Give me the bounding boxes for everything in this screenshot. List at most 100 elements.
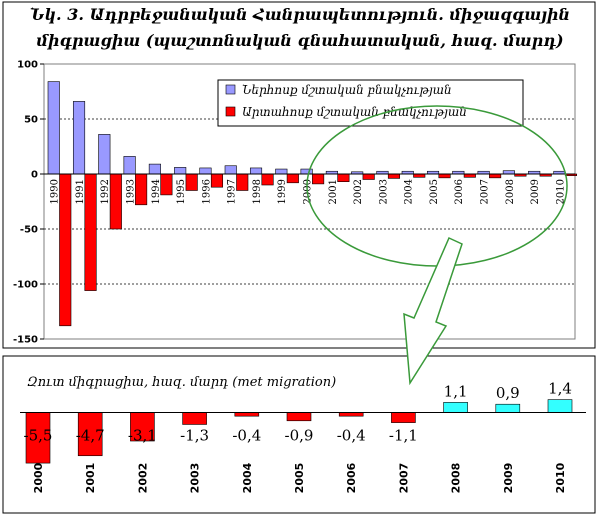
bar-outflow-1991 [84, 173, 97, 291]
x-tick-label: 1997 [227, 179, 238, 204]
x-tick-label: 2004 [404, 179, 415, 204]
y-tick-label: -100 [13, 280, 38, 291]
bar-outflow-1996 [210, 173, 224, 188]
x-tick-label: 2002 [353, 179, 364, 204]
x-axis-ticks: 1990 1991 1992 1993 1994 1995 1996 1997 1998 1999… [50, 179, 567, 204]
net-data-label: -0,4 [232, 427, 261, 445]
bar-inflow-1997 [224, 165, 237, 175]
bar-inflow-1999 [275, 168, 288, 175]
x-tick-label: 2001 [328, 179, 339, 204]
net-bar-2008 [443, 402, 468, 413]
bar-inflow-1996 [199, 167, 212, 175]
bar-outflow-2007 [489, 173, 502, 179]
net-migration-data-labels: -5,5 -4,7 -3,1 -1,3 -0,4 -0,9 -0,4 -1,1 1,1 0,9 1,… [24, 380, 572, 445]
bar-outflow-1999 [286, 173, 299, 184]
net-data-label: -1,1 [389, 427, 418, 445]
x-tick-label: 2010 [555, 179, 566, 204]
chart-title: Նկ. 3. Ադրբեջանական Հանրապետություն. միջ… [0, 2, 600, 54]
y-tick-label: 50 [24, 115, 38, 126]
bar-outflow-1995 [185, 173, 198, 191]
net-data-label: 0,9 [496, 384, 520, 402]
y-axis-ticks: 100 50 0 -50 -100 -150 [13, 60, 44, 346]
legend-label-inflow: Ներհոսք մշտական բնակչության [242, 83, 452, 97]
y-tick-label: -150 [13, 335, 38, 346]
x-tick-label: 1995 [176, 179, 187, 204]
net-bar-2001 [77, 412, 103, 457]
net-data-label: 1,4 [548, 380, 572, 398]
net-bar-2009 [495, 403, 521, 413]
net-bar-2002 [130, 412, 155, 442]
net-data-label: -1,3 [180, 427, 209, 445]
net-data-label: -5,5 [24, 427, 53, 445]
x-tick-label: 1992 [100, 179, 111, 204]
net-year-label: 2009 [502, 463, 515, 494]
net-data-label: -3,1 [128, 427, 157, 445]
x-tick-label: 1991 [75, 179, 86, 204]
bar-inflow-1993 [123, 156, 136, 175]
bar-outflow-2002 [362, 173, 375, 180]
y-tick-label: 100 [17, 60, 38, 71]
x-tick-label: 1993 [126, 179, 137, 204]
net-bar-2006 [338, 412, 364, 417]
net-year-label: 2002 [136, 463, 149, 494]
net-year-label: 2005 [293, 463, 306, 494]
legend-swatch-inflow [225, 84, 236, 95]
legend-box [217, 79, 524, 127]
top-chart-frame [2, 1, 596, 349]
net-year-label: 2003 [189, 463, 202, 494]
bar-inflow-1992 [98, 134, 111, 175]
x-tick-label: 1996 [201, 179, 212, 204]
net-migration-title: Զուտ միգրացիա, հազ. մարդ (met migration) [27, 375, 336, 390]
net-bar-2007 [391, 412, 416, 423]
x-tick-label: 1990 [50, 179, 61, 204]
net-data-label: -0,4 [337, 427, 366, 445]
net-data-label: -4,7 [76, 427, 105, 445]
bar-inflow-1995 [174, 167, 187, 175]
bar-outflow-1994 [160, 173, 173, 196]
net-bar-2005 [286, 412, 312, 422]
net-bar-2003 [182, 412, 207, 425]
x-tick-label: 1998 [252, 179, 263, 204]
y-tick-label: -50 [20, 225, 38, 236]
net-year-label: 2008 [450, 463, 463, 494]
x-tick-label: 1999 [277, 179, 288, 204]
net-bar-2010 [547, 399, 573, 413]
chart-title-line1: Նկ. 3. Ադրբեջանական Հանրապետություն. միջ… [29, 5, 571, 24]
bar-inflow-1998 [249, 167, 263, 175]
bar-outflow-2001 [337, 173, 350, 182]
net-data-label: 1,1 [444, 382, 468, 400]
x-tick-label: 2007 [480, 179, 491, 204]
x-tick-label: 2009 [530, 179, 541, 204]
net-bar-2000 [25, 412, 51, 464]
net-year-label: 2010 [554, 462, 567, 493]
net-migration-year-labels: 2000 2001 2002 2003 2004 2005 2006 2007 2008 2009… [32, 462, 567, 493]
x-tick-label: 2005 [429, 179, 440, 204]
bar-outflow-2005 [438, 173, 451, 179]
x-tick-label: 2006 [454, 179, 465, 204]
legend-label-outflow: Արտահոսք մշտական բնակչության [242, 105, 467, 119]
legend-swatch-outflow [225, 106, 236, 117]
net-bar-2004 [234, 412, 260, 417]
chart-title-line2: միգրացիա (պաշտոնական գնահատական, հազ. մա… [36, 31, 564, 50]
net-year-label: 2007 [397, 463, 410, 494]
net-year-label: 2004 [241, 462, 254, 493]
net-data-label: -0,9 [285, 427, 314, 445]
bar-outflow-1993 [135, 173, 148, 206]
bottom-chart-frame [2, 355, 596, 514]
highlight-arrow [403, 236, 463, 386]
legend: Ներհոսք մշտական բնակչության Արտահոսք մշտ… [217, 79, 524, 127]
net-year-label: 2001 [84, 463, 97, 494]
bar-outflow-2000 [312, 173, 325, 185]
bar-inflow-1994 [148, 163, 161, 175]
net-year-label: 2000 [32, 462, 45, 493]
y-tick-label: 0 [31, 170, 38, 181]
bar-outflow-1998 [261, 173, 274, 186]
bar-outflow-1992 [109, 173, 122, 230]
bar-outflow-1990 [59, 173, 72, 327]
bar-inflow-1991 [72, 101, 86, 175]
bar-inflow-2000 [300, 168, 313, 175]
bar-series [47, 81, 578, 327]
x-tick-label: 2008 [505, 179, 516, 204]
net-year-label: 2006 [345, 462, 358, 493]
